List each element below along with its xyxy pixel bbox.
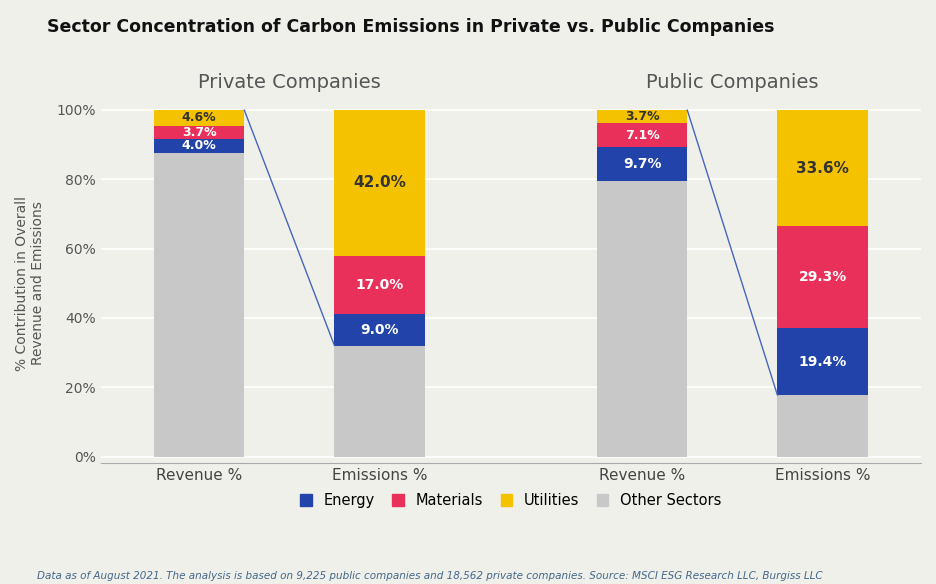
Text: 19.4%: 19.4% — [798, 354, 847, 369]
Bar — [334, 110, 425, 256]
Bar — [778, 395, 868, 457]
Text: 33.6%: 33.6% — [797, 161, 849, 176]
Legend: Energy, Materials, Utilities, Other Sectors: Energy, Materials, Utilities, Other Sect… — [295, 487, 727, 514]
Bar — [597, 181, 687, 457]
Text: 29.3%: 29.3% — [798, 270, 847, 284]
Text: Public Companies: Public Companies — [646, 72, 819, 92]
Text: 3.7%: 3.7% — [182, 126, 216, 139]
Bar — [778, 227, 868, 328]
Text: 3.7%: 3.7% — [624, 110, 659, 123]
Text: Data as of August 2021. The analysis is based on 9,225 public companies and 18,5: Data as of August 2021. The analysis is … — [37, 571, 823, 581]
Text: 4.0%: 4.0% — [182, 139, 216, 152]
Bar — [597, 147, 687, 181]
Y-axis label: % Contribution in Overall
Revenue and Emissions: % Contribution in Overall Revenue and Em… — [15, 196, 45, 371]
Bar — [334, 314, 425, 346]
Bar — [597, 123, 687, 147]
Bar — [778, 328, 868, 395]
Text: 4.6%: 4.6% — [182, 112, 216, 124]
Bar — [334, 346, 425, 457]
Bar — [154, 126, 244, 139]
Bar — [154, 139, 244, 152]
Text: 9.7%: 9.7% — [622, 157, 662, 171]
Text: 42.0%: 42.0% — [353, 175, 406, 190]
Text: Private Companies: Private Companies — [198, 72, 381, 92]
Bar — [778, 110, 868, 227]
Bar — [154, 152, 244, 457]
Bar — [597, 110, 687, 123]
Text: 9.0%: 9.0% — [360, 323, 399, 337]
Bar — [154, 110, 244, 126]
Text: 7.1%: 7.1% — [624, 128, 660, 141]
Text: 17.0%: 17.0% — [356, 278, 403, 292]
Bar — [334, 256, 425, 314]
Text: Sector Concentration of Carbon Emissions in Private vs. Public Companies: Sector Concentration of Carbon Emissions… — [47, 18, 774, 36]
